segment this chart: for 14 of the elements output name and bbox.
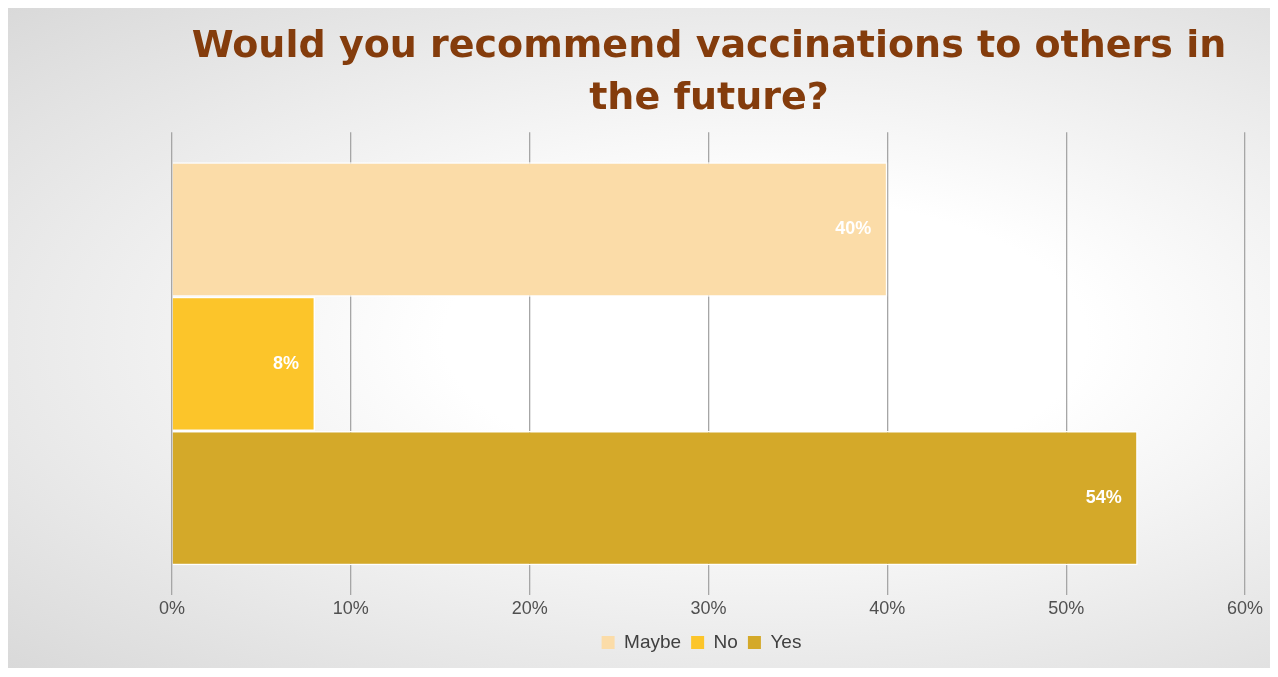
legend-label: Maybe	[624, 630, 682, 652]
x-tick-label: 0%	[158, 598, 186, 619]
data-label: 8%	[273, 352, 300, 373]
x-tick-label: 40%	[869, 598, 906, 619]
data-label: 40%	[835, 218, 872, 239]
x-tick-label: 10%	[332, 598, 369, 619]
x-tick-label: 50%	[1048, 598, 1085, 619]
data-label: 54%	[1085, 487, 1122, 508]
legend-label: Yes	[770, 630, 802, 652]
x-tick-label: 60%	[1226, 598, 1264, 619]
x-tick-label: 20%	[511, 598, 548, 619]
x-tick-label: 30%	[690, 598, 727, 619]
legend-label: No	[713, 630, 738, 652]
chart-title: Would you recommend vaccinations to others in the future?	[190, 21, 1228, 120]
